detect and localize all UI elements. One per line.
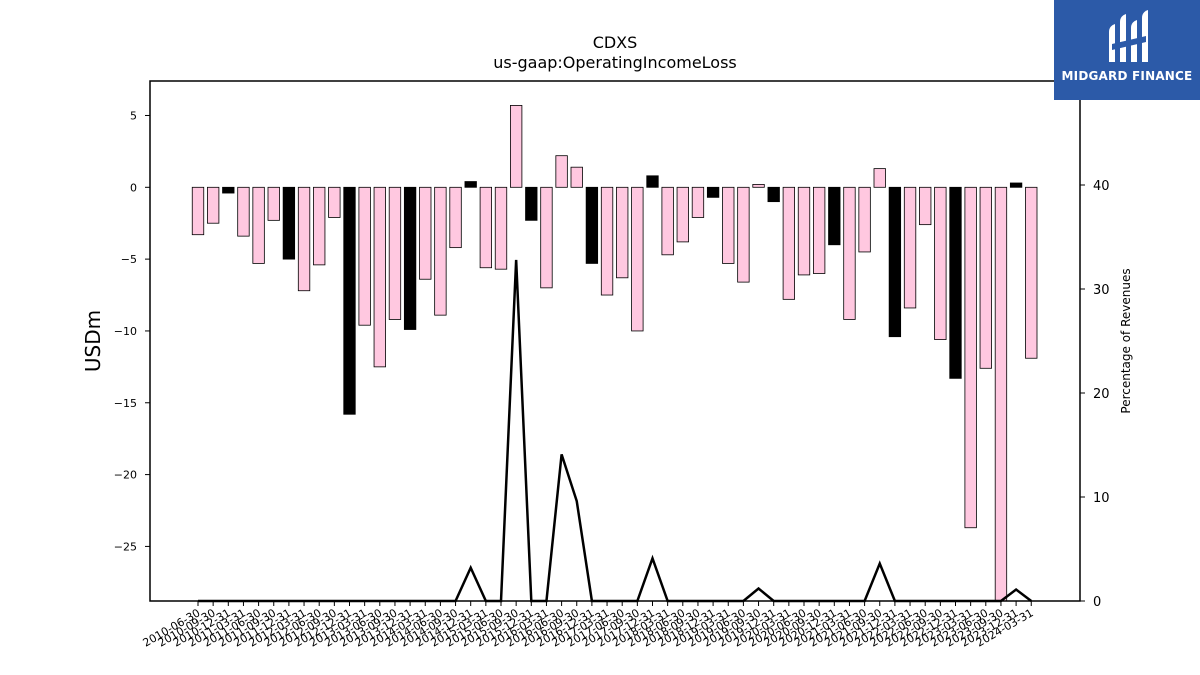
y2-tick-label: 40 <box>1093 179 1110 194</box>
bar <box>464 181 477 188</box>
y2-tick-label: 20 <box>1093 387 1110 402</box>
bar <box>994 186 1008 602</box>
y-tick-label: 0 <box>130 181 137 194</box>
bar <box>706 186 720 198</box>
bar <box>358 186 371 326</box>
bar <box>313 186 326 266</box>
y2-tick-label: 0 <box>1093 595 1101 610</box>
bar <box>297 186 311 292</box>
bar <box>722 186 735 264</box>
bar <box>661 186 674 256</box>
bar <box>252 186 265 264</box>
bar <box>343 186 356 415</box>
bar <box>585 186 599 264</box>
chart-subtitle: us-gaap:OperatingIncomeLoss <box>493 53 737 72</box>
bar <box>646 175 659 188</box>
bar <box>403 186 417 330</box>
bar <box>1009 182 1023 188</box>
bar <box>873 168 886 188</box>
y-axis-label: USDm <box>81 310 105 372</box>
y2-tick-label: 10 <box>1093 491 1110 506</box>
percentage-line <box>198 259 1033 603</box>
bar <box>540 186 553 289</box>
bar <box>449 186 462 249</box>
bar <box>782 186 795 300</box>
bar <box>388 186 402 320</box>
bar <box>964 186 977 529</box>
bars-group <box>191 105 1038 602</box>
bar <box>509 105 523 188</box>
bar <box>949 186 962 379</box>
bar <box>752 184 765 188</box>
bar <box>373 186 386 368</box>
bar <box>934 186 947 340</box>
bar <box>691 186 705 218</box>
logo-text: MIDGARD FINANCE <box>1061 69 1193 83</box>
bar <box>494 186 508 270</box>
bar <box>600 186 614 296</box>
bar <box>888 186 902 338</box>
percentage-line-group <box>198 259 1033 603</box>
bar <box>206 186 220 224</box>
bar <box>191 186 205 236</box>
bar <box>903 186 917 309</box>
bar <box>1025 186 1038 359</box>
y2-axis-label: Percentage of Revenues <box>1119 268 1133 413</box>
bar <box>767 186 780 203</box>
y-tick-label: −15 <box>114 397 137 410</box>
bar <box>858 186 871 253</box>
y-tick-label: −10 <box>114 325 137 338</box>
bar <box>631 186 644 332</box>
plot-frame <box>149 80 1081 602</box>
bar <box>434 186 447 316</box>
bar <box>737 186 750 283</box>
bar <box>555 155 568 188</box>
bar <box>525 186 538 221</box>
chart-title: CDXS <box>593 33 638 52</box>
bar <box>919 186 932 226</box>
bar <box>979 186 992 369</box>
bar <box>282 186 296 260</box>
y-tick-label: −25 <box>114 540 137 553</box>
y-tick-label: 5 <box>130 109 137 122</box>
bar <box>797 186 811 276</box>
bar <box>222 186 235 194</box>
bar <box>570 166 583 188</box>
bar <box>419 186 432 280</box>
logo: MIDGARD FINANCE <box>1054 0 1200 100</box>
bar <box>267 186 280 221</box>
bar <box>616 186 629 279</box>
bar <box>828 186 841 246</box>
y-tick-label: −5 <box>121 253 137 266</box>
y-tick-label: −20 <box>114 469 137 482</box>
bar <box>479 186 493 269</box>
bar <box>237 186 250 237</box>
bar <box>813 186 826 274</box>
bar <box>328 186 341 218</box>
bar <box>843 186 856 320</box>
midgard-logo-icon <box>1109 10 1148 62</box>
bar <box>676 186 689 243</box>
y2-tick-label: 30 <box>1093 283 1110 298</box>
